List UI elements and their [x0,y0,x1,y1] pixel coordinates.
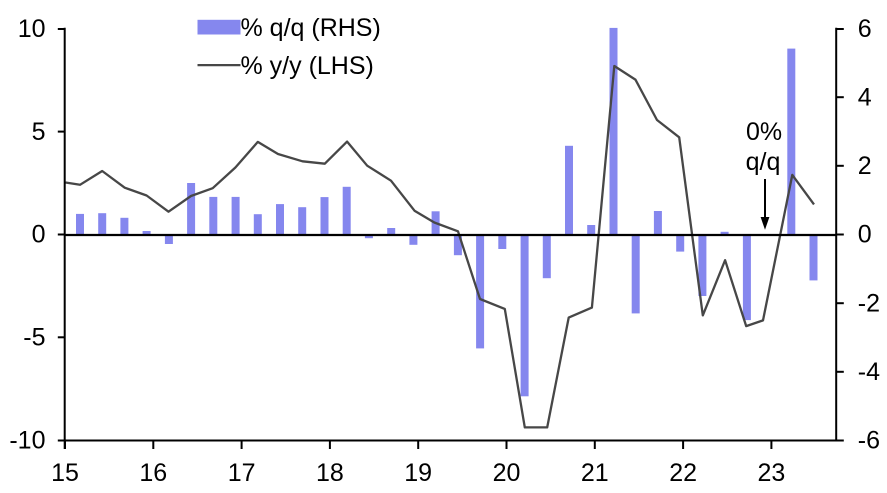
svg-text:% q/q (RHS): % q/q (RHS) [241,14,381,42]
svg-text:19: 19 [404,459,432,487]
svg-text:0: 0 [32,221,46,249]
svg-text:10: 10 [18,15,46,43]
svg-text:0%: 0% [746,118,782,146]
svg-text:6: 6 [858,15,872,43]
svg-text:q/q: q/q [746,148,781,176]
svg-text:-2: -2 [858,289,880,317]
svg-text:20: 20 [493,459,521,487]
svg-text:-5: -5 [23,324,45,352]
svg-text:2: 2 [858,152,872,180]
svg-text:0: 0 [858,221,872,249]
svg-text:-4: -4 [858,358,880,386]
svg-text:18: 18 [316,459,344,487]
svg-text:15: 15 [51,459,79,487]
svg-text:-10: -10 [9,426,45,454]
svg-text:17: 17 [228,459,256,487]
svg-text:21: 21 [581,459,609,487]
svg-text:% y/y (LHS): % y/y (LHS) [241,52,374,80]
svg-text:4: 4 [858,83,872,111]
svg-text:23: 23 [757,459,785,487]
svg-text:16: 16 [139,459,167,487]
svg-text:-6: -6 [858,427,880,455]
svg-text:5: 5 [32,118,46,146]
svg-text:22: 22 [669,459,697,487]
